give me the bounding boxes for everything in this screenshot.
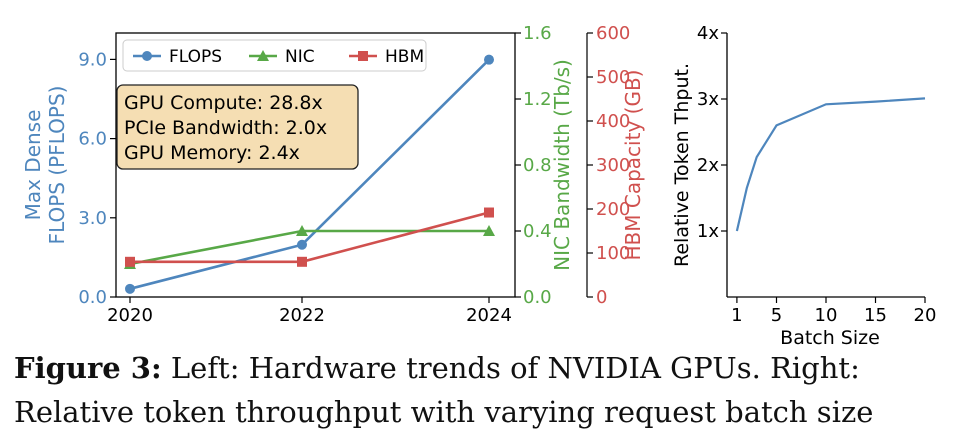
x-axis-label: Batch Size [780,327,880,346]
nic-tick-label: 0.4 [523,221,552,242]
x-tick-label: 2020 [107,305,153,326]
data-point-nic [483,225,495,236]
hbm-tick-label: 200 [596,199,630,220]
left-tick-label: 9.0 [78,49,107,70]
hbm-tick-label: 100 [596,243,630,264]
hbm-tick-label: 600 [596,23,630,44]
left-tick-label: 6.0 [78,129,107,150]
caption-text: Left: Hardware trends of NVIDIA GPUs. Ri… [14,351,874,429]
y-axis-label: Relative Token Thput. [671,63,693,267]
left-axis-label-line: FLOPS (PFLOPS) [45,86,69,245]
data-point-flops [297,239,307,250]
data-point-flops [484,54,494,65]
x-tick-label: 20 [914,305,937,326]
hbm-tick-label: 400 [596,111,630,132]
x-tick-label: 5 [771,305,782,326]
left-tick-label: 3.0 [78,208,107,229]
nic-tick-label: 0.0 [523,287,552,308]
hbm-tick-label: 300 [596,155,630,176]
hbm-axis-label: HBM Capacity (GB) [621,70,645,261]
data-point-hbm [297,256,307,267]
legend: FLOPS NIC HBM [122,39,427,72]
nic-tick-label: 0.8 [523,155,552,176]
annotation-line: GPU Compute: 28.8x [124,92,323,114]
y-tick-label: 4x [697,23,719,44]
hbm-tick-label: 0 [596,287,607,308]
legend-label-flops: FLOPS [169,47,222,67]
annotation-box: GPU Compute: 28.8x PCIe Bandwidth: 2.0x GP… [116,84,359,170]
legend-label-nic: NIC [285,47,315,67]
x-tick-label: 2022 [279,305,325,326]
data-point-hbm [125,256,135,267]
y-tick-label: 1x [697,221,719,242]
hardware-trends-chart: 0.0 3.0 6.0 9.0 Max DenseFLOPS (PFLOPS) 0.0 0.… [21,23,645,326]
left-axis-label-line: Max Dense [21,110,45,221]
left-tick-label: 0.0 [78,287,107,308]
x-tick-label: 15 [864,305,887,326]
annotation-line: PCIe Bandwidth: 2.0x [124,117,327,139]
data-point-nic [296,225,308,236]
annotation-background [116,84,359,170]
legend-label-hbm: HBM [385,47,424,67]
legend-marker-flops [142,51,152,61]
nic-tick-label: 1.6 [523,23,552,44]
x-tick-label: 10 [815,305,838,326]
figure: 0.0 3.0 6.0 9.0 Max DenseFLOPS (PFLOPS) 0.0 0.… [21,23,936,346]
left-axis-label: Max DenseFLOPS (PFLOPS) [21,86,69,245]
throughput-line [735,97,926,232]
nic-tick-label: 1.2 [523,89,552,110]
x-tick-label: 1 [731,305,742,326]
legend-marker-hbm [358,51,368,61]
annotation-line: GPU Memory: 2.4x [124,142,300,164]
data-point-flops [125,283,135,294]
x-tick-label: 2024 [466,305,512,326]
hbm-tick-label: 500 [596,67,630,88]
caption-label: Figure 3: [14,351,162,385]
y-tick-label: 2x [697,155,719,176]
y-tick-label: 3x [697,89,719,110]
legend-marker-nic [257,50,269,61]
data-point-hbm [484,207,494,218]
nic-axis-label: NIC Bandwidth (Tb/s) [550,59,574,271]
figure-caption: Figure 3: Left: Hardware trends of NVIDI… [14,346,954,434]
